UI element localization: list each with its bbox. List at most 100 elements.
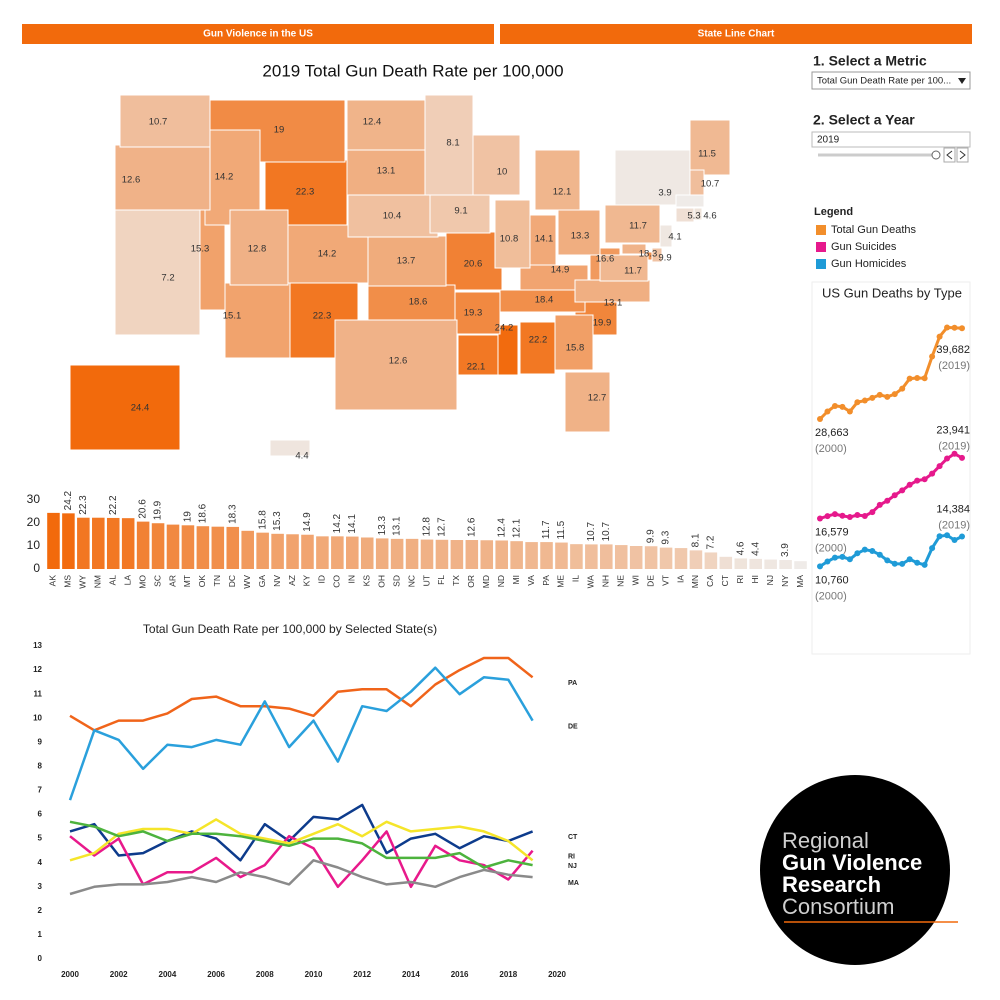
y-tick-label: 9	[38, 737, 43, 746]
year-input[interactable]	[811, 131, 971, 148]
x-tick-label: OK	[197, 575, 207, 588]
legend-label: Total Gun Deaths	[831, 224, 916, 236]
bar	[256, 532, 269, 569]
bar	[77, 517, 90, 569]
state	[621, 243, 647, 255]
slider-knob[interactable]	[931, 150, 941, 160]
state	[269, 439, 311, 457]
x-tick-label: 2010	[305, 970, 323, 979]
marker	[817, 563, 823, 570]
value-label: 12.7	[437, 517, 448, 537]
bar	[764, 559, 777, 569]
state-value-label: 14.2	[318, 249, 337, 260]
x-tick-label: OR	[466, 575, 476, 588]
x-tick-label: AR	[167, 575, 177, 587]
value-label: 12.8	[422, 517, 433, 537]
marker	[891, 391, 898, 398]
state-value-label: 14.9	[551, 265, 570, 276]
x-tick-label: NV	[272, 575, 282, 587]
marker	[914, 559, 921, 566]
state-value-label: 11.7	[629, 221, 647, 232]
marker	[914, 477, 921, 484]
x-tick-label: WA	[586, 575, 596, 589]
marker	[944, 532, 951, 539]
next-button[interactable]	[956, 147, 969, 163]
bar	[375, 538, 389, 569]
bar	[226, 526, 240, 569]
y-tick-label: 7	[38, 786, 43, 795]
x-tick-label: WI	[630, 575, 640, 585]
state-value-label: 3.9	[658, 188, 671, 199]
marker	[831, 511, 838, 518]
dropdown[interactable]	[811, 71, 971, 90]
state-value-label: 19.3	[464, 308, 483, 319]
x-tick-label: SD	[391, 575, 401, 587]
state-value-label: 20.6	[464, 259, 483, 270]
logo-circle	[760, 775, 950, 965]
marker	[921, 375, 928, 382]
x-tick-label: MI	[511, 575, 521, 584]
y-tick-label: 5	[38, 834, 43, 843]
x-tick-label: MD	[481, 575, 491, 588]
x-tick-label: 2006	[207, 970, 225, 979]
tab-label[interactable]: State Line Chart	[698, 29, 775, 40]
state-value-label: 22.1	[467, 362, 486, 373]
value-label: 18.6	[198, 503, 209, 523]
x-tick-label: TN	[212, 575, 222, 586]
marker	[951, 324, 958, 331]
next-icon[interactable]	[959, 150, 966, 160]
value-label: 12.4	[496, 518, 507, 538]
marker	[929, 545, 936, 552]
bar	[629, 546, 643, 569]
value-label: 12.6	[466, 517, 477, 537]
marker	[884, 557, 891, 564]
state-value-label: 12.4	[363, 117, 382, 128]
chart-title: 2019 Total Gun Death Rate per 100,000	[262, 61, 563, 80]
prev-icon[interactable]	[946, 150, 953, 160]
state	[469, 134, 521, 196]
value-label: 8.1	[691, 533, 702, 547]
bar	[405, 538, 419, 569]
marker	[921, 476, 928, 483]
bar	[92, 517, 105, 569]
value-label: 7.2	[706, 535, 717, 549]
tab[interactable]	[22, 24, 494, 44]
tab-label[interactable]: Gun Violence in the US	[203, 29, 313, 40]
state	[114, 209, 201, 336]
marker	[944, 324, 951, 331]
x-value-label: (2000)	[815, 542, 847, 554]
panel-border	[811, 281, 971, 655]
value-label: 19.9	[153, 500, 164, 520]
value-label: 13.1	[392, 516, 403, 536]
value-label: 4.4	[750, 542, 761, 556]
state	[119, 94, 211, 148]
bar	[450, 540, 464, 569]
dropdown-arrow[interactable]	[958, 78, 966, 84]
x-tick-label: 2000	[61, 970, 79, 979]
x-value-label: (2000)	[815, 590, 847, 602]
state-value-label: 12.7	[588, 393, 607, 404]
value-label: 14.1	[347, 514, 358, 534]
state	[454, 291, 501, 335]
state	[346, 149, 428, 196]
value-label: 10.7	[601, 521, 612, 541]
state-value-label: 9.9	[658, 253, 671, 264]
state-value-label: 13.3	[571, 231, 590, 242]
x-tick-label: VT	[660, 575, 670, 586]
dropdown-value[interactable]: Total Gun Death Rate per 100...	[817, 76, 951, 87]
bar	[390, 538, 404, 569]
tab[interactable]	[500, 24, 972, 44]
prev-button[interactable]	[943, 147, 956, 163]
value-label: 9.3	[661, 530, 672, 544]
x-tick-label: WV	[242, 575, 252, 589]
x-value-label: (2000)	[815, 443, 847, 455]
state-value-label: 22.2	[529, 335, 548, 346]
bar	[47, 512, 60, 569]
marker	[929, 470, 936, 477]
year-value[interactable]: 2019	[817, 135, 840, 146]
legend-swatch	[816, 259, 826, 269]
series-label: NJ	[568, 863, 577, 870]
state-value-label: 4.6	[703, 211, 716, 222]
state-value-label: 7.2	[161, 273, 174, 284]
